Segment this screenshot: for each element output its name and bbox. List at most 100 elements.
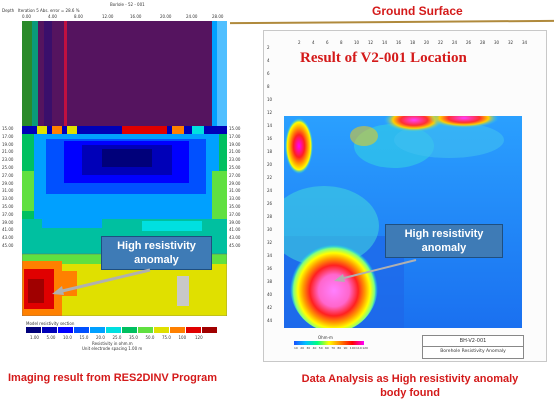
left-top-tick: 16.00 [130,14,142,19]
right-scale-value: 10 [294,346,298,350]
legend-swatch [42,327,58,333]
left-legend-values: 1.00 5.00 10.0 15.0 20.0 25.0 35.0 50.0 75.0 100 1… [30,335,220,341]
depth-tick: 23.00 [2,157,14,163]
right-scale-value: 120 [362,346,368,350]
right-top-axis: 2 4 6 8 10 12 14 16 18 20 22 24 26 28 30 32 34 [298,40,533,46]
right-side-tick: 4 [267,58,270,63]
right-scale-label: Ohm-m [318,335,333,340]
depth-tick: 37.00 [229,211,241,217]
left-depth-label: Depth [2,8,15,13]
right-side-tick: 20 [267,162,273,167]
right-top-tick: 34 [522,40,528,45]
left-top-tick: 0.00 [22,14,31,19]
legend-swatch [58,327,74,333]
right-title: Result of V2-001 Location [300,50,467,66]
right-anomaly-callout: High resistivity anomaly [385,224,503,258]
depth-tick: 23.00 [229,157,241,163]
depth-tick: 27.00 [229,172,241,178]
depth-tick: 45.00 [2,242,14,248]
right-top-tick: 2 [298,40,301,45]
right-side-tick: 24 [267,188,273,193]
right-top-tick: 30 [494,40,500,45]
legend-swatch [26,327,42,333]
right-caption: Data Analysis as High resistivity anomal… [301,373,519,399]
right-color-scale [294,341,364,345]
left-top-tick: 24.00 [186,14,198,19]
depth-tick: 15.00 [229,126,241,131]
right-side-tick: 30 [267,227,273,232]
legend-value: 15.0 [79,335,89,340]
depth-tick: 31.00 [2,188,14,194]
right-top-tick: 8 [340,40,343,45]
right-top-tick: 32 [508,40,514,45]
depth-tick: 39.00 [2,219,14,225]
depth-tick: 17.00 [2,133,14,139]
depth-tick: 39.00 [229,219,241,225]
ground-surface-line [229,19,554,25]
depth-tick: 15.00 [2,126,14,131]
right-side-tick: 14 [267,123,273,128]
legend-swatch [170,327,186,333]
left-top-tick: 20.00 [160,14,172,19]
left-anomaly-callout: High resistivity anomaly [101,236,212,270]
right-top-tick: 10 [354,40,360,45]
left-color-scale [26,327,218,333]
right-side-tick: 26 [267,201,273,206]
legend-swatch [74,327,90,333]
right-scale-value: 60 [325,346,329,350]
right-side-tick: 22 [267,175,273,180]
depth-tick: 43.00 [229,235,241,241]
left-top-tick: 8.00 [74,14,83,19]
right-scale-value: 110 [356,346,362,350]
right-top-tick: 4 [312,40,315,45]
right-side-tick: 36 [267,266,273,271]
left-top-axis: 0.00 4.00 8.00 12.00 16.00 20.00 24.00 2… [22,14,232,20]
right-top-tick: 28 [480,40,486,45]
right-scale-value: 20 [300,346,305,350]
right-scale-value: 100 [349,346,356,350]
legend-swatch [154,327,170,333]
depth-tick: 41.00 [229,227,241,233]
left-callout-arrow [52,268,151,295]
info-top: BH-V2-001 [423,336,523,347]
info-bottom: Borehole Resistivity Anomaly [440,349,506,354]
right-resistivity-map [284,116,522,328]
depth-tick: 35.00 [2,203,14,209]
legend-swatch [90,327,106,333]
right-scale-value: 70 [331,346,336,350]
right-side-tick: 12 [267,110,273,115]
left-top-tick: 4.00 [48,14,57,19]
depth-tick: 29.00 [2,180,14,186]
legend-value: 35.0 [129,335,138,340]
legend-swatch [202,327,218,333]
right-side-tick: 6 [267,71,270,76]
right-side-tick: 18 [267,149,273,154]
right-info-box: BH-V2-001 Borehole Resistivity Anomaly [422,335,524,359]
right-side-tick: 16 [267,136,273,141]
right-scale-value: 80 [337,346,342,350]
legend-value: 75.0 [162,335,171,340]
legend-value: 5.00 [46,335,56,340]
left-top-tick: 28.00 [212,14,224,19]
right-side-tick: 34 [267,253,273,258]
right-depth-ticks: 15.00 17.00 19.00 21.00 23.00 25.00 27.0… [229,125,240,250]
right-side-tick: 2 [267,45,270,50]
depth-tick: 19.00 [229,141,241,147]
right-side-tick: 32 [267,240,273,245]
left-title: Borlole - 52 - 001 [110,2,145,7]
depth-tick: 41.00 [2,227,14,233]
right-side-axis: 2 4 6 8 10 12 14 16 18 20 22 24 26 28 30 32 34 36 38 40 42 44 [267,45,277,335]
depth-tick: 31.00 [229,188,241,194]
legend-swatch [106,327,122,333]
legend-value: 1.00 [30,335,39,340]
legend-swatch [122,327,138,333]
legend-value: 25.0 [112,335,122,340]
depth-tick: 43.00 [2,235,14,241]
left-caption: Imaging result from RES2DINV Program [8,372,218,384]
right-scale-value: 30 [306,346,311,350]
depth-tick: 33.00 [229,196,241,202]
depth-tick: 21.00 [229,149,241,155]
left-legend-title: Model resistivity section [26,321,75,326]
right-scale-value: 40 [312,346,317,350]
right-top-tick: 16 [396,40,402,45]
